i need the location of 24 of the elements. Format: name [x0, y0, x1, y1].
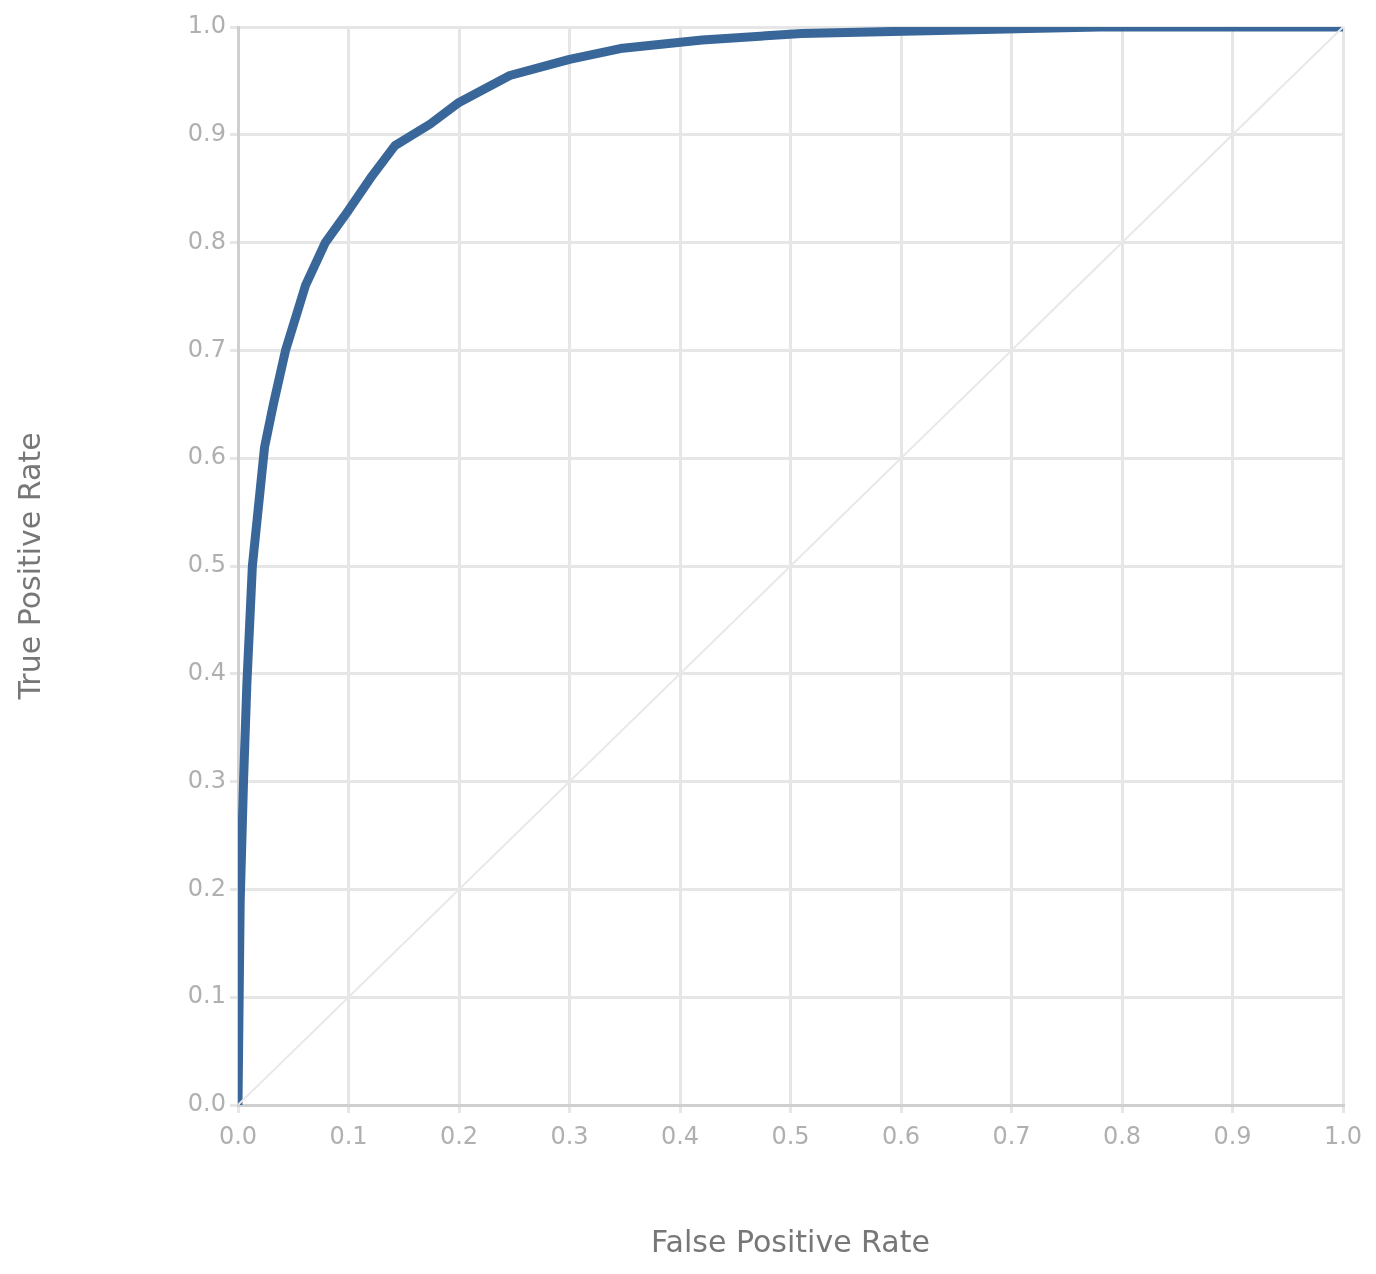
- x-axis-title: False Positive Rate: [651, 1223, 930, 1259]
- y-axis-title: True Positive Rate: [11, 432, 47, 701]
- y-tick-label: 0.4: [187, 658, 226, 687]
- x-tick-label: 0.2: [439, 1121, 479, 1150]
- y-tick-label: 1.0: [187, 11, 226, 40]
- x-tick-label: 0.0: [218, 1121, 258, 1150]
- y-tick-label: 0.9: [187, 119, 226, 148]
- x-tick-label: 0.9: [1213, 1121, 1252, 1150]
- y-tick-label: 0.8: [187, 226, 226, 255]
- x-tick-label: 0.3: [550, 1121, 589, 1150]
- x-tick-label: 0.5: [771, 1121, 810, 1150]
- x-tick-label: 0.4: [660, 1121, 700, 1150]
- y-tick-label: 0.1: [187, 981, 226, 1010]
- y-tick-label: 0.7: [187, 334, 226, 363]
- x-tick-label: 0.6: [881, 1121, 921, 1150]
- y-tick-label: 0.5: [187, 550, 226, 579]
- x-tick-label: 0.8: [1102, 1121, 1142, 1150]
- y-tick-label: 0.2: [187, 873, 226, 902]
- x-tick-label: 0.7: [992, 1121, 1031, 1150]
- x-tick-label: 1.0: [1323, 1121, 1363, 1150]
- y-tick-label: 0.6: [187, 442, 226, 471]
- y-tick-label: 0.0: [187, 1089, 226, 1118]
- x-tick-label: 0.1: [329, 1121, 368, 1150]
- y-tick-label: 0.3: [187, 765, 226, 794]
